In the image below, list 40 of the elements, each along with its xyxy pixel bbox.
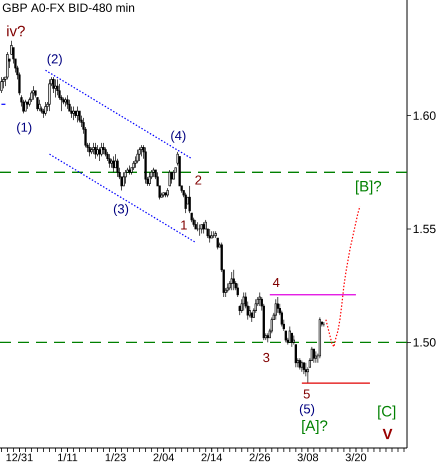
annotation: (5)	[300, 404, 314, 416]
candlestick	[52, 76, 55, 94]
annotation: (2)	[48, 54, 62, 66]
annotation: 4	[272, 278, 280, 287]
x-tick-label: 1/23	[106, 453, 126, 462]
y-tick-label: 1.50	[414, 338, 436, 347]
x-tick-label: 3/08	[298, 453, 318, 462]
candlestick	[64, 97, 67, 107]
x-tick-label: 2/14	[202, 453, 222, 462]
annotation: iv?	[7, 25, 25, 36]
x-tick-label: 3/20	[346, 453, 366, 462]
annotation: 5	[304, 389, 310, 399]
candlestick	[60, 94, 63, 112]
candlestick	[110, 158, 113, 168]
x-tick-label: 2/26	[250, 453, 270, 462]
candlestick	[58, 84, 61, 100]
annotation: [B]?	[356, 180, 382, 194]
candlestick	[42, 108, 45, 118]
annotation: [A]?	[302, 420, 328, 434]
y-tick-label: 1.60	[414, 111, 436, 120]
candlestick	[102, 142, 105, 155]
candlestick	[30, 90, 33, 102]
candlestick	[54, 79, 57, 98]
annotation: (4)	[171, 130, 186, 143]
x-tick-label: 1/11	[58, 453, 78, 462]
candlestick	[44, 102, 47, 116]
chart-title: GBP A0-FX BID-480 min	[2, 3, 134, 12]
annotation: 1	[181, 220, 187, 230]
x-tick-label: 2/04	[153, 453, 174, 462]
annotation: [C]	[378, 406, 396, 420]
annotation: (3)	[114, 204, 128, 216]
annotation: V	[382, 428, 392, 440]
y-tick-label: 1.55	[414, 224, 436, 234]
candlestick	[40, 106, 43, 114]
x-tick-label: 12/31	[6, 453, 33, 462]
candlestick	[94, 142, 97, 160]
annotation: 3	[263, 352, 270, 362]
candlestick	[92, 142, 95, 155]
annotation: 2	[195, 175, 202, 185]
annotation: (1)	[17, 122, 32, 134]
